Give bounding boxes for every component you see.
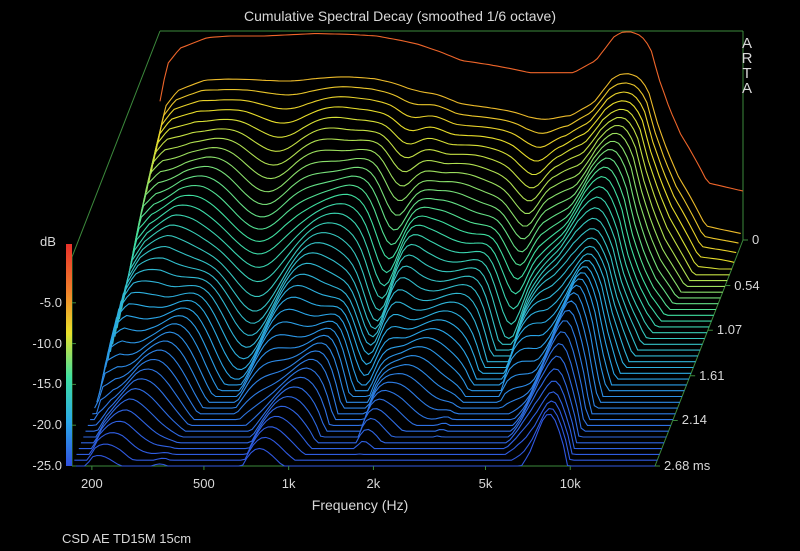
y-tick-label: -20.0 [32,417,62,433]
axes [72,239,748,470]
decay-slice [136,149,721,299]
x-tick-label: 10k [559,476,581,491]
decay-slice [90,331,674,421]
level-colorbar [66,244,72,466]
decay-slice [132,166,716,311]
decay-slices [72,31,744,467]
z-tick-label: 1.07 [716,322,743,338]
decay-slice [105,272,689,380]
y-tick-label: -25.0 [32,458,62,473]
measurement-caption: CSD AE TD15M 15cm [62,531,192,546]
decay-slice [103,278,687,386]
decay-slice [85,355,669,432]
decay-slice [92,320,676,415]
decay-slice [94,309,678,409]
decay-slice [83,368,667,438]
decay-slice [152,91,737,254]
x-tick-label: 200 [81,476,103,491]
x-tick-label: 1k [281,476,296,491]
decay-slice [123,207,707,334]
x-axis-title: Frequency (Hz) [311,497,409,513]
decay-slice [116,237,701,351]
decay-slice [150,100,735,263]
decay-slice [127,186,712,322]
decay-slice [139,140,723,293]
z-tick-label: 2.68 ms [664,458,711,473]
decay-slice [98,291,683,398]
y-tick-label: -10.0 [32,335,62,351]
decay-slice [134,157,719,305]
decay-slice [100,284,685,392]
decay-slice [148,108,732,270]
decay-slice [143,124,728,282]
decay-slice [74,408,658,461]
decay-slice [125,196,710,328]
x-tick-label: 2k [366,476,381,491]
decay-slice [81,380,664,444]
y-tick-label: -15.0 [32,376,62,392]
z-tick-label: 1.61 [699,367,725,383]
decay-slice [112,253,696,363]
decay-slice [141,132,725,287]
decay-slice [157,73,741,234]
decay-slice [130,176,714,316]
z-tick-label: 0 [752,232,760,247]
decay-slice [114,245,698,357]
y-tick-label: -5.0 [39,294,62,310]
decay-slice [159,31,744,192]
decay-slice [87,342,671,426]
x-tick-label: 5k [478,476,493,491]
decay-slice [154,82,739,244]
left-depth-edge [71,30,161,258]
decay-slice [145,117,730,276]
brand-letter: A [741,35,752,52]
z-tick-label: 0.54 [734,277,760,293]
brand-letter: R [741,50,753,67]
decay-slice [109,260,694,369]
brand-letter: A [741,80,752,97]
decay-slice [78,391,662,450]
x-tick-label: 500 [193,476,215,491]
chart-title: Cumulative Spectral Decay (smoothed 1/6 … [243,8,557,24]
decay-slice [121,217,705,340]
decay-slice [72,413,655,467]
decay-slice [96,300,680,403]
decay-slice [118,228,703,345]
brand-letter: T [742,65,752,82]
time-axis [654,239,744,467]
decay-slice [107,266,692,374]
z-tick-label: 2.14 [681,412,708,428]
decay-slice [76,400,660,455]
y-axis-title: dB [40,234,56,249]
